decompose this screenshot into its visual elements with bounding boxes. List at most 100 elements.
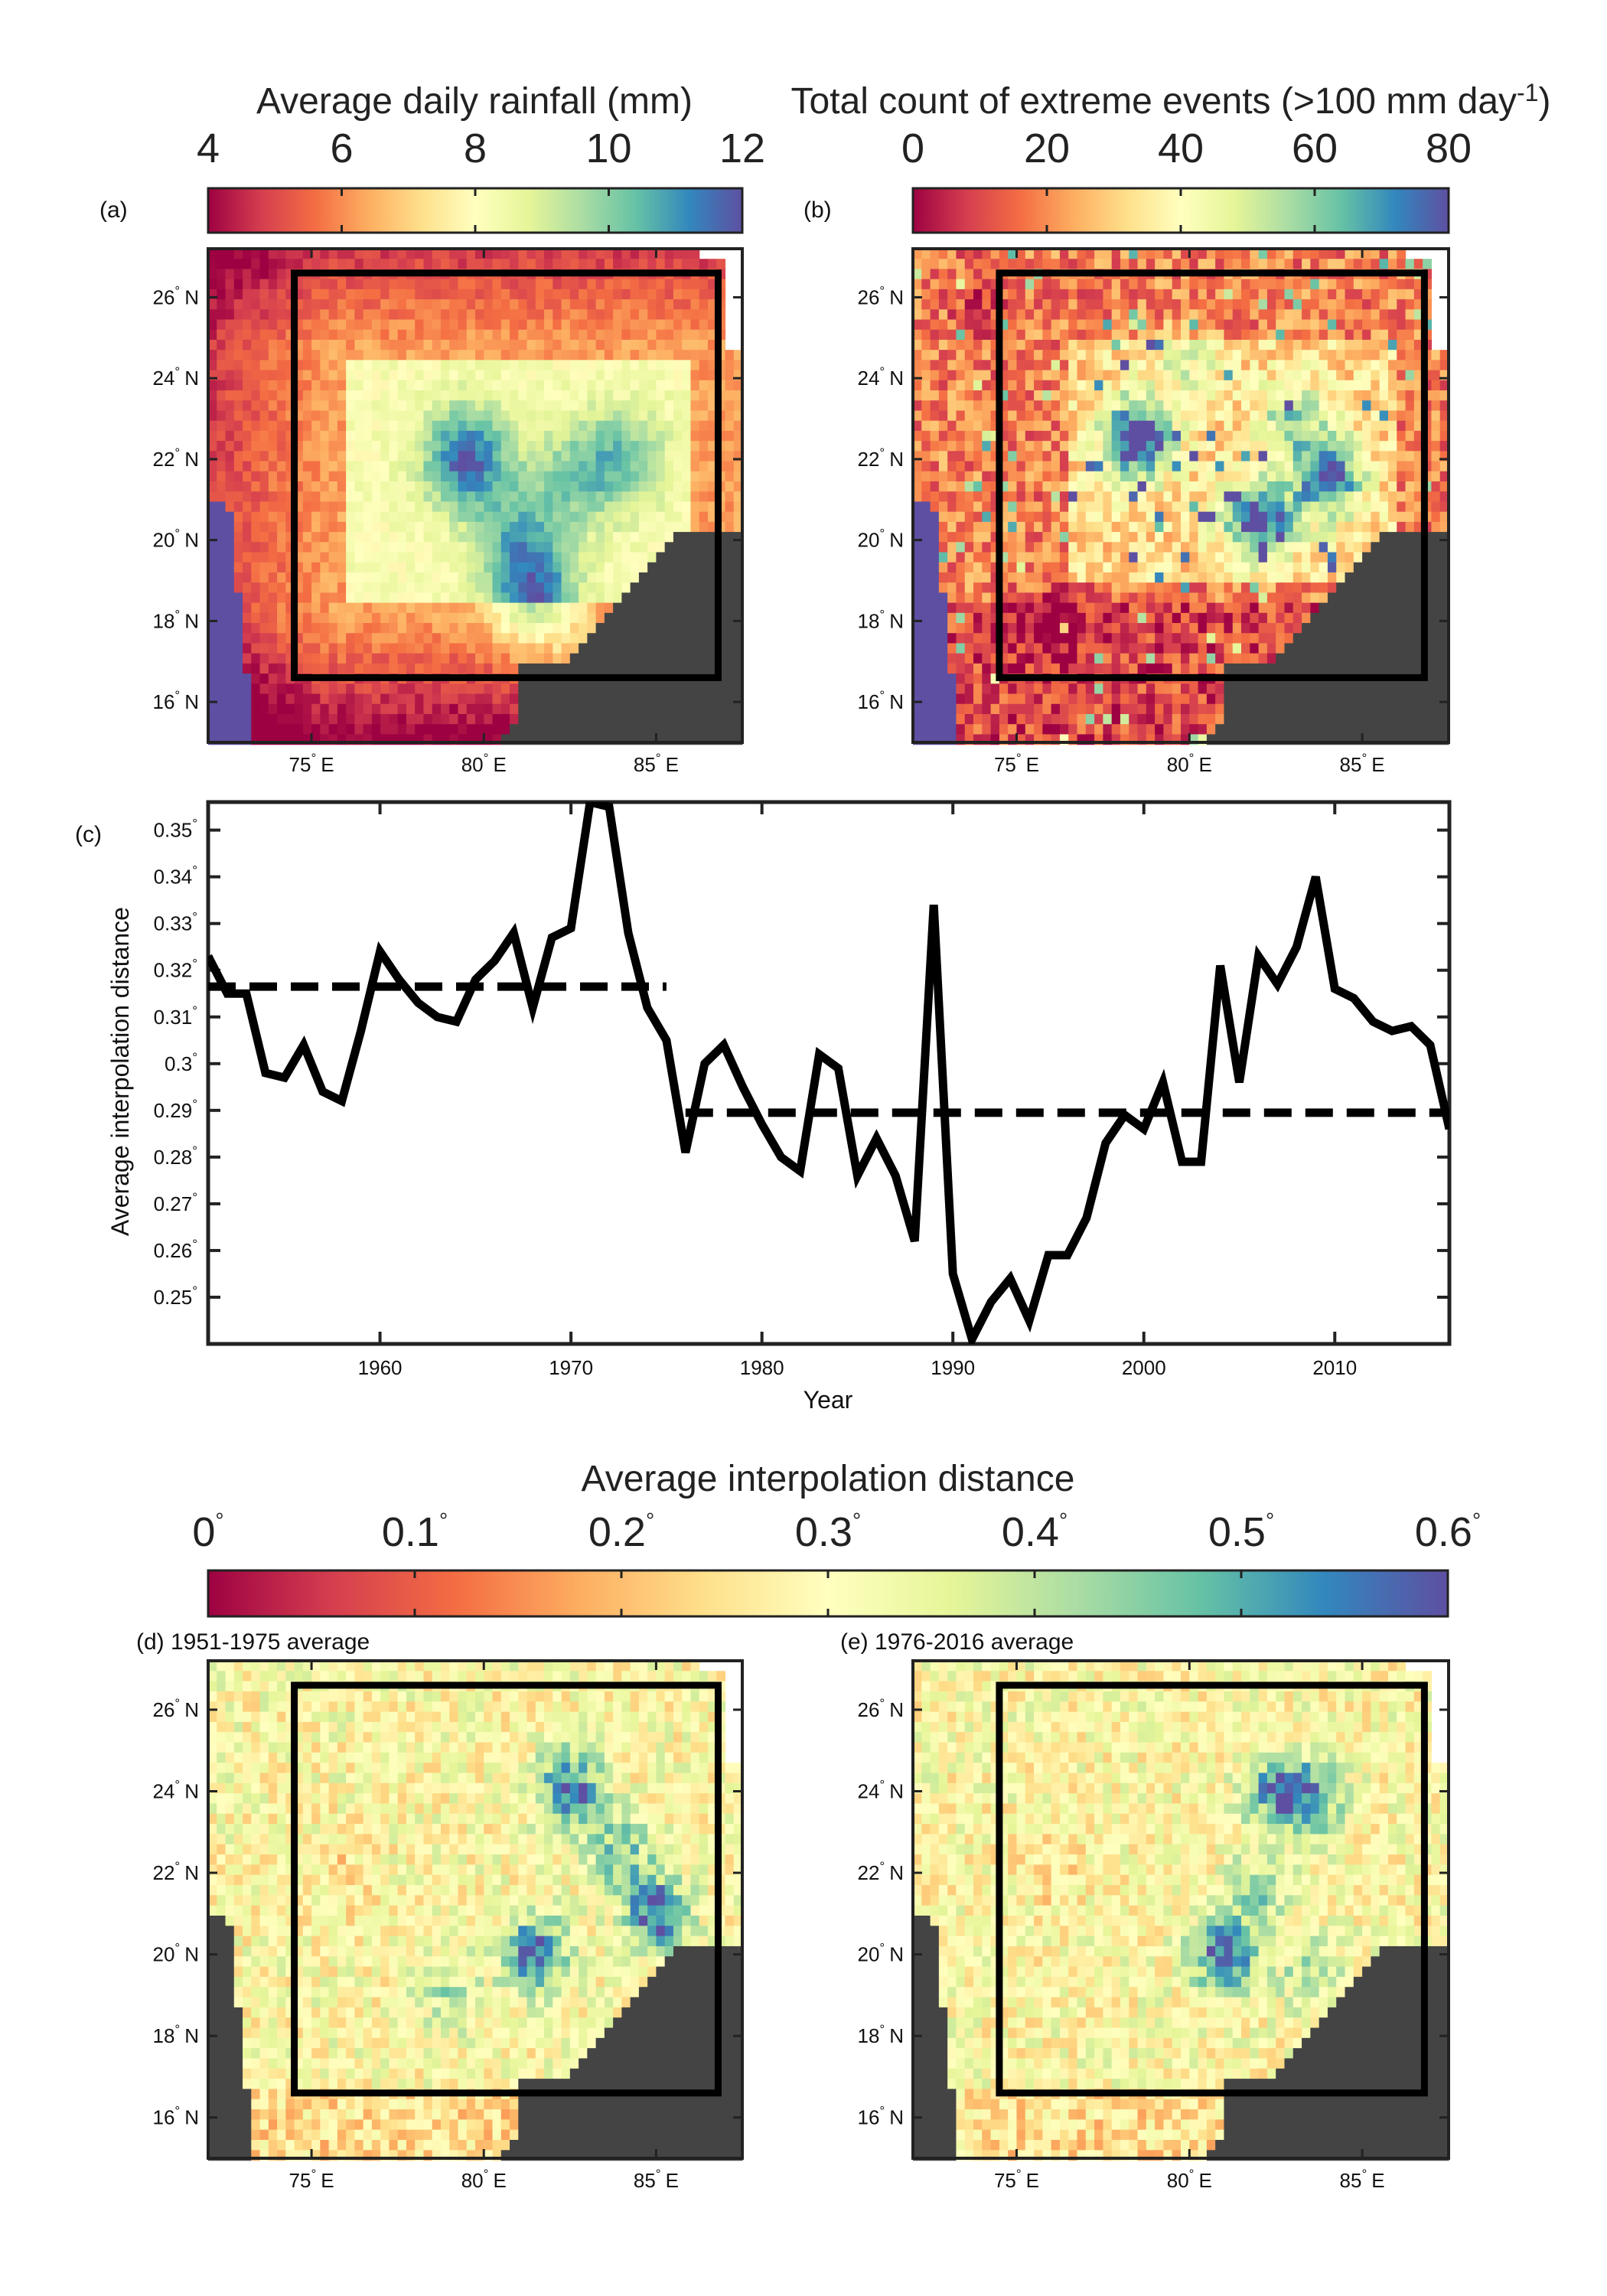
- heatmap-cell: [449, 582, 459, 593]
- heatmap-cell: [277, 542, 286, 553]
- heatmap-cell: [217, 269, 227, 280]
- heatmap-cell: [638, 461, 648, 472]
- heatmap-cell: [973, 350, 983, 360]
- heatmap-cell: [1353, 501, 1363, 513]
- heatmap-cell: [440, 724, 450, 735]
- heatmap-cell: [354, 683, 364, 695]
- heatmap-cell: [553, 521, 562, 533]
- heatmap-cell: [553, 572, 562, 583]
- heatmap-cell: [973, 521, 983, 533]
- heatmap-cell: [337, 663, 347, 674]
- heatmap-cell: [725, 461, 735, 472]
- heatmap-cell: [982, 481, 992, 492]
- lat-tick-value: 26: [152, 285, 174, 308]
- heatmap-cell: [1241, 350, 1250, 360]
- heatmap-cell: [217, 552, 227, 563]
- heatmap-cell: [526, 390, 536, 401]
- heatmap-cell: [423, 572, 433, 583]
- colorbar-tick-label: 0.3°: [795, 1508, 861, 1555]
- heatmap-cell: [1379, 532, 1389, 543]
- heatmap-cell: [1077, 339, 1087, 351]
- heatmap-cell: [947, 289, 957, 300]
- heatmap-cell: [1284, 350, 1294, 360]
- colorbar-tick-label: 8: [464, 126, 487, 171]
- heatmap-cell: [535, 319, 545, 331]
- heatmap-cell: [553, 309, 562, 321]
- heatmap-cell: [1025, 289, 1035, 300]
- heatmap-cell: [673, 713, 683, 725]
- heatmap-cell: [1276, 400, 1286, 412]
- heatmap-cell: [423, 683, 433, 695]
- heatmap-cell: [638, 400, 648, 412]
- heatmap-cell: [716, 734, 726, 745]
- heatmap-cell: [638, 734, 648, 745]
- heatmap-cell: [1051, 400, 1061, 412]
- heatmap-cell: [217, 481, 227, 492]
- heatmap-cell: [328, 309, 338, 321]
- heatmap-cell: [690, 279, 700, 290]
- heatmap-cell: [208, 724, 217, 735]
- heatmap-cell: [561, 461, 571, 472]
- heatmap-cell: [921, 451, 931, 462]
- heatmap-cell: [354, 299, 364, 310]
- heatmap-cell: [604, 481, 614, 492]
- heatmap-cell: [328, 693, 338, 705]
- heatmap-cell: [1345, 430, 1354, 442]
- heatmap-cell: [1172, 521, 1182, 533]
- heatmap-cell: [956, 370, 966, 381]
- heatmap-cell: [1241, 511, 1250, 523]
- heatmap-cell: [1008, 471, 1018, 482]
- heatmap-cell: [1034, 289, 1043, 300]
- heatmap-cell: [302, 259, 312, 270]
- heatmap-cell: [500, 339, 510, 351]
- heatmap-cell: [251, 430, 261, 442]
- heatmap-cell: [302, 481, 312, 492]
- heatmap-cell: [595, 441, 605, 452]
- heatmap-cell: [1266, 309, 1276, 321]
- heatmap-cell: [621, 350, 631, 360]
- heatmap-cell: [613, 633, 622, 644]
- heatmap-cell: [535, 693, 545, 705]
- heatmap-cell: [921, 441, 931, 452]
- heatmap-cell: [1189, 491, 1199, 503]
- heatmap-cell: [415, 602, 425, 614]
- heatmap-cell: [1129, 370, 1139, 381]
- heatmap-cell: [1059, 289, 1069, 300]
- heatmap-cell: [535, 481, 545, 492]
- heatmap-cell: [913, 542, 922, 553]
- heatmap-cell: [354, 390, 364, 401]
- heatmap-cell: [1345, 380, 1354, 391]
- heatmap-cell: [432, 643, 442, 654]
- heatmap-cell: [328, 430, 338, 442]
- heatmap-cell: [561, 390, 571, 401]
- heatmap-cell: [733, 633, 743, 644]
- heatmap-cell: [1413, 481, 1423, 492]
- heatmap-cell: [553, 370, 562, 381]
- heatmap-cell: [1362, 400, 1371, 412]
- heatmap-cell: [1345, 481, 1354, 492]
- heatmap-cell: [311, 572, 321, 583]
- heatmap-cell: [371, 511, 381, 523]
- heatmap-cell: [466, 370, 476, 381]
- heatmap-cell: [1405, 259, 1415, 270]
- heatmap-cell: [1155, 299, 1165, 310]
- heatmap-cell: [268, 532, 278, 543]
- heatmap-cell: [1241, 360, 1250, 371]
- heatmap-cell: [1111, 249, 1121, 259]
- heatmap-cell: [690, 532, 700, 543]
- heatmap-cell: [1129, 410, 1139, 422]
- heatmap-cell: [990, 360, 1000, 371]
- heatmap-cell: [1413, 542, 1423, 553]
- heatmap-cell: [1310, 259, 1320, 270]
- heatmap-cell: [423, 734, 433, 745]
- heatmap-cell: [1155, 380, 1165, 391]
- heatmap-cell: [1085, 441, 1095, 452]
- heatmap-cell: [725, 501, 735, 513]
- heatmap-cell: [371, 400, 381, 412]
- heatmap-cell: [913, 299, 922, 310]
- heatmap-cell: [604, 491, 614, 503]
- heatmap-cell: [699, 430, 709, 442]
- heatmap-cell: [535, 643, 545, 654]
- heatmap-cell: [1120, 400, 1129, 412]
- heatmap-cell: [621, 441, 631, 452]
